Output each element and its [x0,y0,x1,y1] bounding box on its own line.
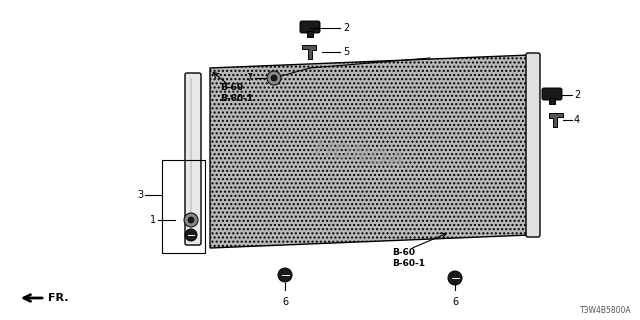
Text: FR.: FR. [48,293,68,303]
FancyBboxPatch shape [185,73,201,245]
Circle shape [267,71,281,85]
Text: HONDA: HONDA [313,139,407,171]
Polygon shape [210,55,530,248]
Text: T3W4B5800A: T3W4B5800A [580,306,632,315]
Text: 4: 4 [574,115,580,125]
Text: 7: 7 [246,73,252,83]
Bar [549,98,555,104]
FancyBboxPatch shape [542,88,562,100]
Text: 3: 3 [137,190,143,200]
Polygon shape [302,45,316,59]
Text: 6: 6 [452,297,458,307]
Text: 5: 5 [343,47,349,57]
Circle shape [271,75,277,81]
Text: 2: 2 [574,90,580,100]
Text: B-60
B-60-1: B-60 B-60-1 [220,83,253,103]
Circle shape [185,229,197,241]
FancyBboxPatch shape [300,21,320,33]
Text: 6: 6 [282,297,288,307]
Circle shape [188,217,194,223]
Text: 1: 1 [150,215,156,225]
Circle shape [184,213,198,227]
Circle shape [278,268,292,282]
Bar [307,31,313,37]
FancyBboxPatch shape [526,53,540,237]
Text: 2: 2 [343,23,349,33]
Polygon shape [549,113,563,127]
Text: B-60
B-60-1: B-60 B-60-1 [392,248,425,268]
Circle shape [448,271,462,285]
